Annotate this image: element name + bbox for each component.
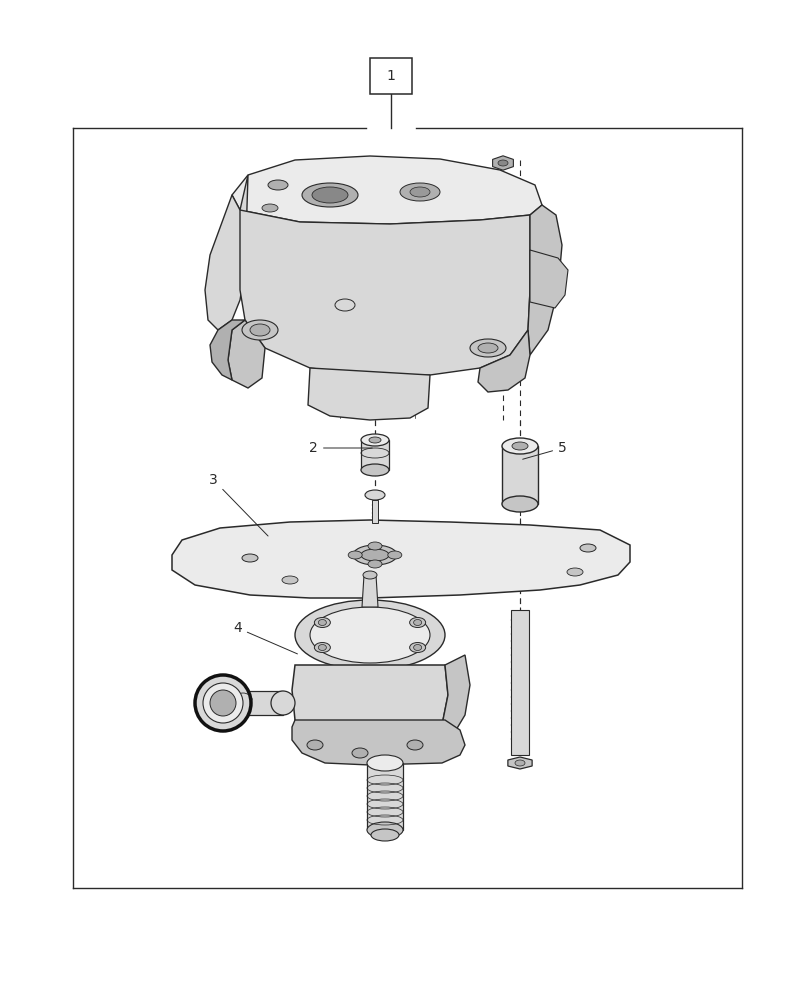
Ellipse shape: [367, 822, 402, 838]
Polygon shape: [371, 500, 378, 523]
Ellipse shape: [470, 339, 505, 357]
Polygon shape: [361, 440, 388, 470]
Ellipse shape: [311, 187, 348, 203]
Ellipse shape: [413, 619, 421, 626]
Ellipse shape: [268, 180, 288, 190]
Ellipse shape: [501, 438, 538, 454]
Ellipse shape: [361, 464, 388, 476]
Polygon shape: [292, 665, 448, 763]
Ellipse shape: [281, 576, 298, 584]
Ellipse shape: [307, 740, 323, 750]
Ellipse shape: [406, 740, 423, 750]
Polygon shape: [292, 720, 465, 765]
Ellipse shape: [210, 690, 236, 716]
Polygon shape: [210, 320, 245, 380]
Ellipse shape: [579, 544, 595, 552]
Ellipse shape: [314, 643, 330, 652]
Ellipse shape: [367, 542, 381, 550]
Ellipse shape: [371, 829, 398, 841]
Ellipse shape: [314, 617, 330, 628]
Ellipse shape: [250, 324, 270, 336]
Text: 1: 1: [386, 69, 395, 83]
Polygon shape: [223, 691, 283, 715]
Polygon shape: [510, 610, 528, 755]
Ellipse shape: [368, 437, 380, 443]
Text: 3: 3: [209, 473, 268, 536]
Ellipse shape: [361, 549, 388, 561]
Polygon shape: [228, 320, 264, 388]
Polygon shape: [530, 250, 568, 308]
Ellipse shape: [409, 643, 425, 652]
Polygon shape: [362, 575, 378, 607]
Ellipse shape: [318, 645, 326, 650]
Ellipse shape: [410, 187, 430, 197]
Ellipse shape: [203, 683, 242, 723]
Polygon shape: [527, 205, 561, 355]
Ellipse shape: [367, 755, 402, 771]
Ellipse shape: [413, 645, 421, 650]
Text: 4: 4: [233, 621, 297, 654]
Ellipse shape: [361, 434, 388, 446]
Ellipse shape: [242, 320, 277, 340]
Ellipse shape: [242, 554, 258, 562]
Ellipse shape: [478, 343, 497, 353]
Ellipse shape: [262, 204, 277, 212]
Ellipse shape: [514, 760, 525, 766]
Bar: [370, 58, 411, 94]
Polygon shape: [232, 156, 541, 224]
Polygon shape: [307, 368, 430, 420]
Ellipse shape: [409, 617, 425, 628]
Ellipse shape: [351, 748, 367, 758]
Ellipse shape: [363, 571, 376, 579]
Ellipse shape: [348, 551, 362, 559]
Ellipse shape: [195, 675, 251, 731]
Ellipse shape: [318, 619, 326, 626]
Ellipse shape: [497, 160, 508, 166]
Polygon shape: [478, 330, 530, 392]
Text: 5: 5: [522, 441, 566, 459]
Ellipse shape: [367, 560, 381, 568]
Ellipse shape: [271, 691, 294, 715]
Ellipse shape: [501, 496, 538, 512]
Polygon shape: [172, 520, 629, 598]
Polygon shape: [501, 446, 538, 504]
Ellipse shape: [335, 299, 354, 311]
Ellipse shape: [566, 568, 582, 576]
Polygon shape: [367, 763, 402, 830]
Polygon shape: [507, 757, 531, 769]
Ellipse shape: [353, 545, 397, 565]
Polygon shape: [492, 156, 513, 170]
Ellipse shape: [388, 551, 401, 559]
Ellipse shape: [310, 607, 430, 663]
Polygon shape: [204, 175, 247, 330]
Polygon shape: [424, 655, 470, 753]
Polygon shape: [240, 210, 530, 375]
Ellipse shape: [400, 183, 440, 201]
Ellipse shape: [512, 442, 527, 450]
Ellipse shape: [302, 183, 358, 207]
Text: 2: 2: [309, 441, 371, 455]
Ellipse shape: [294, 600, 444, 670]
Ellipse shape: [365, 490, 384, 500]
